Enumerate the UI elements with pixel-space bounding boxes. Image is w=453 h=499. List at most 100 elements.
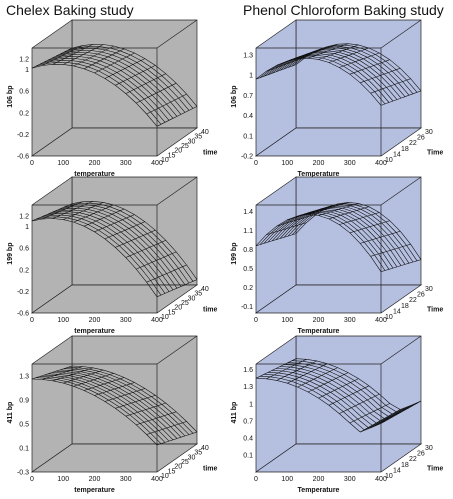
surface-mesh-line: [84, 377, 125, 391]
x-tick-label: 400: [375, 317, 387, 324]
chart-svg: 0.1 0.4 0.7 1 1.3 1.6 0 100 200 300 40010141822263…: [231, 335, 443, 494]
chelex-199bp-plot: -0.6 -0.2 0.2 0.6 1 1.2 0 100 200 300 400 10 15 20 25 3…: [2, 176, 226, 337]
z-tick-label: 0.7: [243, 418, 253, 425]
surface-mesh-line: [83, 48, 125, 70]
x-tick-label: 300: [120, 476, 132, 483]
time-tick-label: 14: [393, 467, 401, 474]
surface-mesh-line: [63, 369, 104, 384]
surface-mesh-line: [370, 78, 411, 94]
time-tick-label: 25: [181, 459, 189, 466]
time-tick-label: 18: [401, 462, 409, 469]
surface-mesh-line: [339, 212, 380, 225]
x-tick-label: 300: [120, 160, 132, 167]
time-tick-label: 10: [161, 314, 169, 321]
time-tick-label: 35: [194, 134, 202, 141]
time-tick-label: 30: [425, 129, 433, 136]
z-tick-label: 0.1: [243, 452, 253, 459]
box-edge: [380, 176, 422, 206]
time-axis-title: time: [203, 307, 218, 314]
phenol-411bp-plot: 0.1 0.4 0.7 1 1.3 1.6 0 100 200 300 400 10 14 18 22 26 3…: [226, 335, 450, 496]
z-tick-label: 0.1: [19, 446, 29, 453]
box-edge: [380, 335, 422, 365]
surface-mesh-line: [136, 82, 177, 104]
z-axis-title: 106 bp: [231, 86, 238, 108]
time-tick-label: 26: [417, 135, 425, 142]
z-tick-label: 0.8: [243, 247, 253, 254]
time-tick-label: 15: [168, 468, 176, 475]
surface-mesh-line: [146, 93, 187, 115]
surface-mesh-line: [360, 230, 401, 244]
z-tick-label: 1: [25, 224, 29, 231]
x-tick-label: 100: [281, 160, 293, 167]
surface-mesh-line: [339, 393, 380, 414]
z-tick-label: 1.4: [243, 209, 253, 216]
z-tick-label: 1.2: [19, 56, 29, 63]
z-tick-label: 0.6: [19, 246, 29, 253]
chart-svg: -0.6-0.20.20.611.20 100 200 300 400101520253…: [7, 19, 218, 178]
chelex-411bp-plot: -0.3 0.1 0.5 0.9 1.3 0 100 200 300 400 10 15 20 25 30 3…: [2, 335, 226, 496]
surface-mesh-line: [156, 279, 198, 298]
time-tick-label: 14: [393, 308, 401, 315]
surface-mesh-line: [349, 59, 390, 75]
z-tick-label: -0.2: [17, 289, 29, 296]
surface-mesh-line: [104, 58, 146, 79]
time-tick-label: 40: [201, 286, 209, 293]
chelex-106bp-plot: -0.6 -0.2 0.2 0.6 1 1.2 0 100 200 300 400 10 15 20 25 3…: [2, 19, 226, 180]
surface-mesh-line: [83, 208, 125, 227]
time-tick-label: 20: [174, 148, 182, 155]
time-tick-label: 10: [161, 473, 169, 480]
surface-mesh-line: [318, 378, 359, 399]
z-tick-label: 1: [25, 67, 29, 74]
z-tick-label: -0.2: [241, 154, 253, 161]
phenol-199bp-plot: -0.1 0.2 0.5 0.8 1.1 1.4 0 100 200 300 400 10 14 18 22…: [226, 176, 450, 337]
time-tick-label: 15: [168, 309, 176, 316]
z-tick-label: -0.2: [17, 132, 29, 139]
z-tick-label: 1: [249, 401, 253, 408]
surface-mesh-line: [31, 47, 73, 69]
x-tick-label: 100: [57, 476, 69, 483]
surface-mesh-line: [94, 52, 135, 74]
surface-mesh-line: [266, 56, 307, 72]
z-tick-label: 1.2: [19, 213, 29, 220]
surface-mesh-line: [287, 363, 328, 384]
chart-svg: -0.1 0.2 0.5 0.8 1.1 1.4 0 100 200 300 40010141822…: [231, 176, 443, 335]
surface-mesh-line: [370, 243, 411, 257]
time-tick-label: 10: [385, 314, 393, 321]
time-tick-label: 30: [188, 454, 196, 461]
surface-mesh-line: [349, 220, 390, 234]
time-tick-label: 10: [385, 157, 393, 164]
z-tick-label: 0.1: [243, 133, 253, 140]
z-tick-label: -0.6: [17, 154, 29, 161]
floor: [30, 443, 199, 473]
surface-mesh-line: [73, 45, 114, 67]
x-tick-label: 100: [57, 317, 69, 324]
x-axis-title: Temperature: [298, 328, 340, 335]
x-tick-label: 400: [375, 160, 387, 167]
surface-mesh-line: [328, 206, 369, 220]
surface-mesh-line: [360, 409, 401, 433]
time-tick-label: 40: [201, 445, 209, 452]
x-tick-label: 0: [30, 160, 34, 167]
x-tick-label: 300: [344, 476, 356, 483]
chelex-column-title: Chelex Baking study: [6, 2, 134, 18]
z-tick-label: 1: [249, 73, 253, 80]
time-tick-label: 35: [194, 450, 202, 457]
x-axis-title: temperature: [74, 171, 115, 178]
time-tick-label: 18: [401, 303, 409, 310]
surface-mesh-line: [104, 221, 146, 240]
time-axis-title: Time: [427, 150, 443, 157]
time-axis-title: time: [203, 150, 218, 157]
surface-mesh-line: [156, 431, 198, 446]
x-tick-label: 200: [89, 160, 101, 167]
z-tick-label: 1.6: [243, 367, 253, 374]
x-tick-label: 200: [89, 476, 101, 483]
x-tick-label: 0: [254, 160, 258, 167]
x-tick-label: 100: [57, 160, 69, 167]
x-tick-label: 0: [30, 476, 34, 483]
surface-mesh-line: [380, 259, 422, 272]
surface-mesh-line: [276, 213, 317, 227]
surface-mesh-line: [42, 201, 83, 220]
box-edge: [380, 19, 422, 49]
surface-mesh-line: [255, 64, 297, 80]
surface-mesh-line: [287, 207, 328, 221]
